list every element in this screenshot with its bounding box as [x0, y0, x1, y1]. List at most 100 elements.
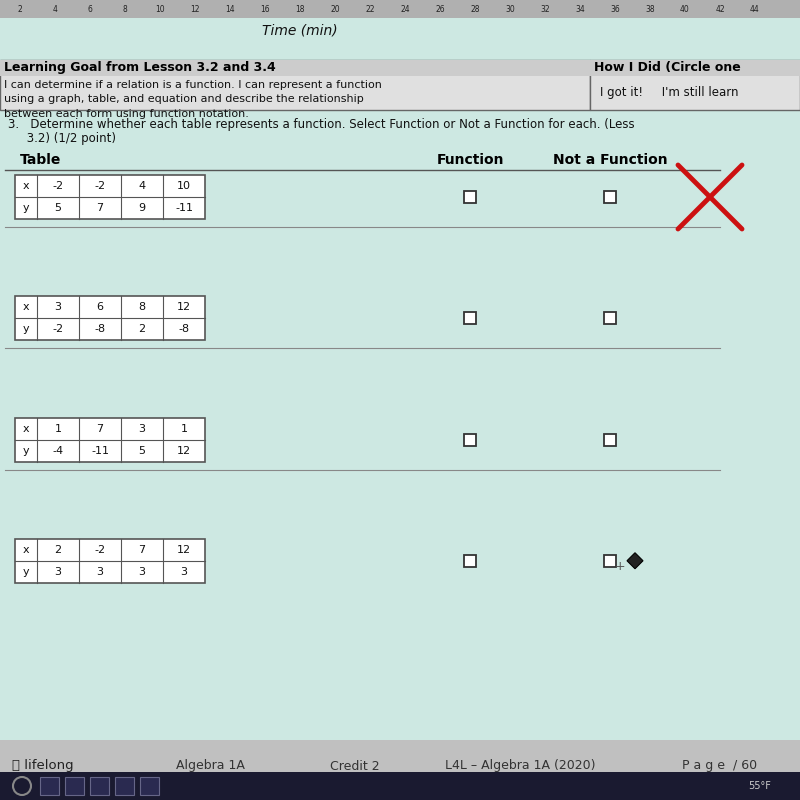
Bar — [604, 434, 616, 446]
Text: 7: 7 — [138, 545, 146, 554]
Polygon shape — [627, 553, 643, 569]
Text: -2: -2 — [53, 324, 63, 334]
Text: 6: 6 — [87, 5, 93, 14]
Text: +: + — [614, 560, 626, 574]
Text: ⓘ lifelong: ⓘ lifelong — [12, 759, 74, 773]
Text: How I Did (Circle one: How I Did (Circle one — [594, 62, 741, 74]
Text: 8: 8 — [122, 5, 127, 14]
Text: 3: 3 — [54, 302, 62, 312]
Text: 8: 8 — [138, 302, 146, 312]
Text: 2: 2 — [54, 545, 62, 554]
Bar — [115, 777, 134, 795]
Text: y: y — [22, 203, 30, 213]
Text: -11: -11 — [91, 446, 109, 455]
Text: Function: Function — [436, 153, 504, 167]
Text: 3: 3 — [97, 566, 103, 577]
Text: 20: 20 — [330, 5, 340, 14]
Text: Algebra 1A: Algebra 1A — [175, 759, 245, 773]
Text: 14: 14 — [225, 5, 235, 14]
Text: 1: 1 — [181, 423, 187, 434]
Text: 30: 30 — [505, 5, 515, 14]
Text: 36: 36 — [610, 5, 620, 14]
Text: y: y — [22, 324, 30, 334]
Text: -11: -11 — [175, 203, 193, 213]
Bar — [0, 110, 800, 740]
Bar — [590, 60, 800, 76]
Bar — [65, 777, 84, 795]
Text: 4: 4 — [138, 181, 146, 191]
Text: 10: 10 — [155, 5, 165, 14]
Text: 40: 40 — [680, 5, 690, 14]
Text: L4L – Algebra 1A (2020): L4L – Algebra 1A (2020) — [445, 759, 595, 773]
Text: 4: 4 — [53, 5, 58, 14]
Bar — [464, 434, 476, 446]
Text: -4: -4 — [53, 446, 63, 455]
Text: 28: 28 — [470, 5, 480, 14]
Text: 12: 12 — [177, 545, 191, 554]
Bar — [464, 554, 476, 566]
Bar — [15, 418, 205, 462]
Text: -8: -8 — [178, 324, 190, 334]
Text: 38: 38 — [645, 5, 655, 14]
Text: 3: 3 — [181, 566, 187, 577]
Text: x: x — [22, 423, 30, 434]
Bar — [15, 296, 205, 340]
Text: y: y — [22, 566, 30, 577]
Bar — [90, 777, 109, 795]
Text: x: x — [22, 545, 30, 554]
Bar — [590, 60, 800, 110]
Text: Table: Table — [20, 153, 62, 167]
Bar — [15, 538, 205, 582]
Bar — [0, 0, 800, 18]
Text: 7: 7 — [97, 423, 103, 434]
Text: 16: 16 — [260, 5, 270, 14]
Bar — [0, 772, 800, 800]
Text: Time (min): Time (min) — [262, 23, 338, 37]
Text: 2: 2 — [18, 5, 22, 14]
Text: Learning Goal from Lesson 3.2 and 3.4: Learning Goal from Lesson 3.2 and 3.4 — [4, 62, 276, 74]
Text: 2: 2 — [138, 324, 146, 334]
Text: 22: 22 — [366, 5, 374, 14]
Text: 32: 32 — [540, 5, 550, 14]
Text: 3.2) (1/2 point): 3.2) (1/2 point) — [8, 132, 116, 145]
Text: 12: 12 — [177, 302, 191, 312]
Text: -2: -2 — [94, 545, 106, 554]
Text: 34: 34 — [575, 5, 585, 14]
Text: 6: 6 — [97, 302, 103, 312]
Text: 12: 12 — [190, 5, 200, 14]
Text: 3: 3 — [138, 423, 146, 434]
Text: 3: 3 — [138, 566, 146, 577]
Text: 24: 24 — [400, 5, 410, 14]
Text: I got it!     I'm still learn: I got it! I'm still learn — [600, 86, 738, 99]
Text: 26: 26 — [435, 5, 445, 14]
Bar — [0, 60, 590, 110]
Text: 7: 7 — [97, 203, 103, 213]
Bar — [140, 777, 159, 795]
Text: -8: -8 — [94, 324, 106, 334]
Bar — [604, 312, 616, 324]
Text: 5: 5 — [138, 446, 146, 455]
Text: 55°F: 55°F — [749, 781, 771, 791]
Text: -2: -2 — [53, 181, 63, 191]
Text: P a g e  / 60: P a g e / 60 — [682, 759, 758, 773]
Text: Credit 2: Credit 2 — [330, 759, 380, 773]
Text: 1: 1 — [54, 423, 62, 434]
Bar — [604, 554, 616, 566]
Text: x: x — [22, 302, 30, 312]
Bar — [464, 191, 476, 203]
Text: 9: 9 — [138, 203, 146, 213]
Text: I can determine if a relation is a function. I can represent a function
using a : I can determine if a relation is a funct… — [4, 80, 382, 118]
Text: x: x — [22, 181, 30, 191]
Text: 10: 10 — [177, 181, 191, 191]
Text: Not a Function: Not a Function — [553, 153, 667, 167]
Text: 42: 42 — [715, 5, 725, 14]
Text: y: y — [22, 446, 30, 455]
Bar — [40, 777, 59, 795]
Text: 3: 3 — [54, 566, 62, 577]
Bar — [0, 60, 590, 76]
Bar — [604, 191, 616, 203]
Text: 5: 5 — [54, 203, 62, 213]
Bar — [15, 175, 205, 219]
Bar — [464, 312, 476, 324]
Text: 3.   Determine whether each table represents a function. Select Function or Not : 3. Determine whether each table represen… — [8, 118, 634, 131]
